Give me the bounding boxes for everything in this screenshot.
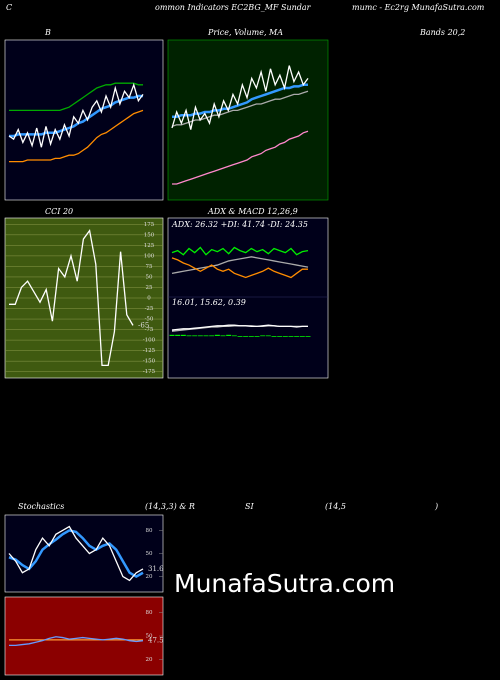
y-tick-label: 100 (144, 253, 155, 259)
y-tick-label: -175 (143, 369, 156, 375)
histogram-bar (209, 335, 215, 337)
y-tick-label: 75 (146, 264, 153, 270)
histogram-bar (214, 334, 220, 336)
histogram-bar (294, 336, 300, 337)
series-line (171, 65, 309, 130)
stoch-params: (14,3,3) & R (145, 502, 195, 511)
histogram-bar (231, 335, 237, 337)
stoch-label: Stochastics (18, 502, 64, 511)
series-line (9, 636, 144, 647)
panel (167, 217, 329, 379)
histogram-bar (237, 336, 243, 337)
histogram-bar (299, 336, 305, 337)
histogram-bar (175, 334, 181, 336)
histogram-bar (288, 336, 294, 337)
histogram-bar (282, 336, 288, 337)
value-label: 47.5 (148, 637, 164, 645)
histogram-bar (265, 335, 271, 337)
series-line (8, 529, 144, 579)
header-middle: ommon Indicators EC2BG_MF Sundar (155, 3, 312, 12)
close-paren: ) (434, 502, 438, 511)
histogram-bar (226, 334, 232, 336)
chart-title: B (44, 28, 51, 37)
histogram-bar (277, 336, 283, 337)
header-right: mumc - Ec2rg MunafaSutra.com (352, 3, 485, 12)
histogram-bar (186, 335, 192, 337)
y-tick-label: 20 (146, 574, 153, 580)
panel (167, 39, 329, 201)
y-tick-label: 50 (146, 274, 153, 280)
panel (4, 514, 164, 593)
series-line (171, 246, 309, 256)
histogram-bar (169, 334, 175, 336)
y-tick-label: 175 (144, 222, 155, 228)
series-line (8, 525, 144, 582)
y-tick-label: 25 (146, 285, 153, 291)
y-tick-label: -100 (143, 338, 156, 344)
watermark: MunafaSutra.com (174, 569, 395, 598)
panel (4, 596, 164, 676)
y-tick-label: -25 (145, 306, 154, 312)
chart-title: CCI 20 (45, 207, 73, 216)
value-label: -65 (138, 321, 149, 329)
series-line (9, 109, 144, 163)
chart-title: Price, Volume, MA (207, 28, 283, 37)
rsi-label: SI (245, 502, 254, 511)
histogram-bar (248, 336, 254, 337)
histogram-bar (220, 335, 226, 337)
y-tick-label: 0 (147, 296, 151, 302)
series-line (9, 229, 134, 367)
y-tick-label: 50 (146, 551, 153, 557)
y-tick-label: -50 (145, 317, 154, 323)
series-line (171, 257, 308, 279)
bands-label: Bands 20,2 (419, 28, 465, 37)
y-tick-label: -75 (145, 327, 154, 333)
y-tick-label: -150 (143, 359, 156, 365)
y-tick-label: 80 (146, 610, 153, 616)
histogram-bar (192, 335, 198, 337)
histogram-bar (180, 334, 186, 336)
series-line (171, 256, 309, 274)
annotation: ADX: 26.32 +DI: 41.74 -DI: 24.35 (171, 220, 308, 229)
y-tick-label: 80 (146, 528, 153, 534)
histogram-bar (203, 335, 209, 337)
histogram-bar (260, 335, 266, 337)
series-line (171, 90, 309, 128)
histogram-bar (271, 336, 277, 337)
histogram-bar (254, 336, 260, 337)
series-line (9, 82, 143, 112)
y-tick-label: 125 (144, 243, 155, 249)
chart-title: ADX & MACD 12,26,9 (207, 207, 298, 216)
series-line (172, 130, 309, 185)
histogram-bar (305, 336, 311, 337)
series-line (8, 82, 144, 148)
y-tick-label: 50 (146, 634, 153, 640)
histogram-bar (197, 335, 203, 337)
annotation: 16.01, 15.62, 0.39 (172, 298, 246, 307)
series-line (171, 324, 308, 331)
value-label: 31.6 (148, 565, 164, 573)
y-tick-label: -125 (143, 348, 156, 354)
y-tick-label: 150 (144, 232, 155, 238)
header-left: C (6, 3, 12, 12)
y-tick-label: 20 (146, 657, 153, 663)
histogram-bar (243, 336, 249, 337)
rsi-params: (14,5 (325, 502, 346, 511)
